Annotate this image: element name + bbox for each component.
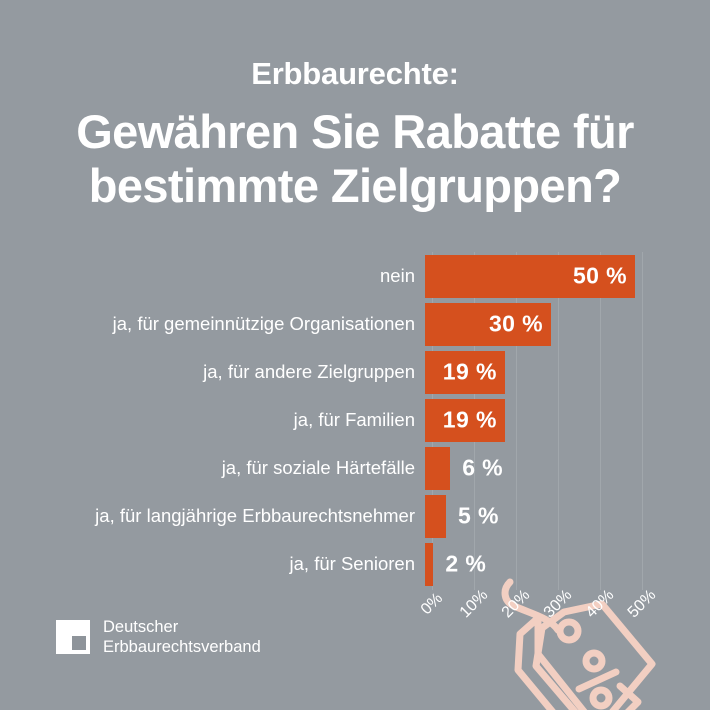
gridline-50% xyxy=(642,252,643,590)
category-label: ja, für Familien xyxy=(293,408,415,430)
x-axis-tick-label: 10% xyxy=(456,586,492,622)
chart-row: ja, für Familien 19 % xyxy=(0,396,710,444)
bar-container: 19 % xyxy=(425,350,505,394)
chart-bar[interactable] xyxy=(425,302,551,346)
bar-value-label: 30 % xyxy=(488,310,543,337)
headline-line-2: bestimmte Zielgruppen? xyxy=(88,159,622,213)
chart-bar[interactable] xyxy=(425,350,505,394)
brand-line-2: Erbbaurechtsverband xyxy=(103,638,261,657)
chart-row: ja, für soziale Härtefälle 6 % xyxy=(0,444,710,492)
category-label: ja, für Senioren xyxy=(289,552,415,574)
bar-container: 6 % xyxy=(425,446,503,490)
x-axis-tick-label: 50% xyxy=(624,586,660,622)
bar-value-label: 50 % xyxy=(572,262,627,289)
x-axis-tick-label: 30% xyxy=(540,586,576,622)
chart-row: ja, für Senioren 2 % xyxy=(0,540,710,588)
page-title: Gewähren Sie Rabatte für bestimmte Zielg… xyxy=(0,105,710,214)
category-label: ja, für langjährige Erbbaurechtsnehmer xyxy=(95,504,415,526)
bar-chart: nein 50 % ja, für gemeinnützige Organisati… xyxy=(0,252,710,710)
x-axis-tick-label: 20% xyxy=(498,586,534,622)
square-logo-icon xyxy=(56,620,90,655)
chart-row: ja, für andere Zielgruppen 19 % xyxy=(0,348,710,396)
chart-bar[interactable] xyxy=(425,542,434,586)
category-label: ja, für andere Zielgruppen xyxy=(203,360,415,382)
bar-container: 30 % xyxy=(425,302,551,346)
bar-container: 2 % xyxy=(425,542,486,586)
gridline-30% xyxy=(558,252,559,590)
category-label: ja, für soziale Härtefälle xyxy=(221,456,415,478)
brand-name: Deutscher Erbbaurechtsverband xyxy=(103,617,261,657)
chart-row: ja, für langjährige Erbbaurechtsnehmer 5 … xyxy=(0,492,710,540)
chart-bar[interactable] xyxy=(425,494,446,538)
chart-row: ja, für gemeinnützige Organisationen 30 % xyxy=(0,300,710,348)
brand-logo: Deutscher Erbbaurechtsverband xyxy=(56,617,261,657)
bar-value-label: 5 % xyxy=(458,502,499,529)
category-label: ja, für gemeinnützige Organisationen xyxy=(112,312,415,334)
bar-value-label: 19 % xyxy=(442,358,497,385)
brand-line-1: Deutscher xyxy=(103,618,179,636)
bar-container: 50 % xyxy=(425,254,635,298)
chart-rows: nein 50 % ja, für gemeinnützige Organisati… xyxy=(0,252,710,588)
header: Erbbaurechte: Gewähren Sie Rabatte für b… xyxy=(0,56,710,214)
x-axis-tick-label: 0% xyxy=(417,589,447,619)
bar-value-label: 2 % xyxy=(445,550,487,577)
bar-value-label: 6 % xyxy=(462,454,504,481)
gridline-40% xyxy=(600,252,601,590)
bar-value-label: 19 % xyxy=(442,406,497,433)
headline-line-1: Gewähren Sie Rabatte für xyxy=(76,104,634,158)
bar-container: 19 % xyxy=(425,398,505,442)
category-label: nein xyxy=(380,264,415,286)
gridline-20% xyxy=(516,252,517,590)
eyebrow-title: Erbbaurechte: xyxy=(251,56,459,91)
chart-bar[interactable] xyxy=(425,446,451,490)
chart-bar[interactable] xyxy=(425,398,505,442)
chart-bar[interactable] xyxy=(425,254,635,298)
x-axis-tick-label: 40% xyxy=(582,586,618,622)
chart-row: nein 50 % xyxy=(0,252,710,300)
bar-container: 5 % xyxy=(425,494,498,538)
